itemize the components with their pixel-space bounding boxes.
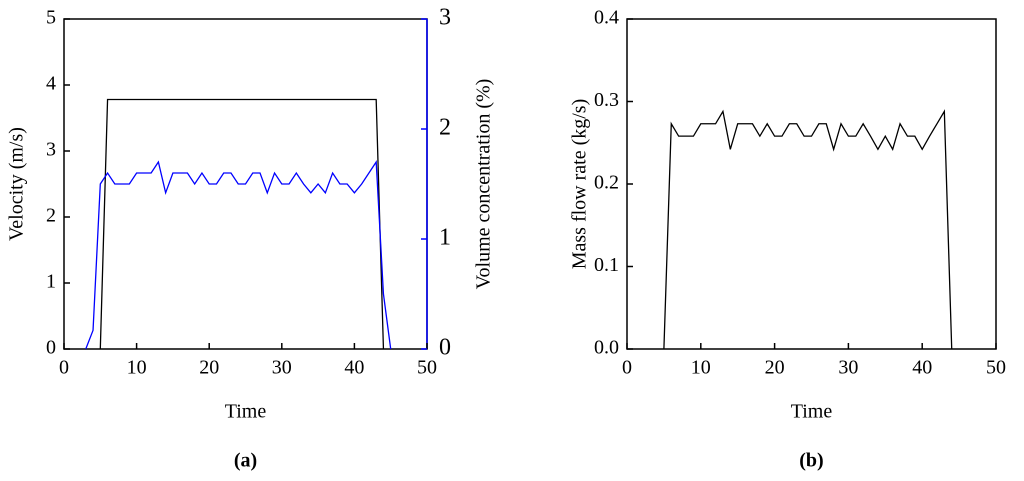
- y-tick-label: 0.2: [594, 172, 619, 194]
- x-tick-label: 40: [344, 357, 364, 379]
- y-tick-label: 0.0: [594, 337, 619, 359]
- y2-tick-label: 2: [439, 115, 451, 141]
- x-tick-label: 50: [986, 357, 1006, 379]
- x-tick-label: 0: [59, 357, 69, 379]
- x-tick-label: 20: [765, 357, 785, 379]
- x-tick-label: 10: [691, 357, 711, 379]
- data-line: [99, 98, 385, 350]
- y-tick-label: 2: [46, 205, 56, 227]
- y2-tick-label: 3: [439, 5, 451, 31]
- data-line: [85, 160, 392, 350]
- y-axis-title: Velocity (m/s): [6, 127, 28, 241]
- y2-tick-label: 0: [439, 335, 451, 361]
- y-tick-label: 0.3: [594, 89, 619, 111]
- y-tick-label: 0.1: [594, 254, 619, 276]
- y-tick-label: 0.4: [594, 7, 619, 29]
- y-tick-label: 5: [46, 7, 56, 29]
- x-tick-label: 30: [838, 357, 858, 379]
- x-tick-label: 50: [417, 357, 437, 379]
- y-tick-label: 0: [46, 337, 56, 359]
- x-tick-label: 10: [127, 357, 147, 379]
- x-tick-label: 0: [622, 357, 632, 379]
- caption: (b): [799, 450, 823, 472]
- y2-axis-title: Volume concentration (%): [473, 79, 495, 290]
- plot-frame: [626, 18, 997, 350]
- y2-tick-label: 1: [439, 225, 451, 251]
- caption: (a): [234, 450, 257, 472]
- y-tick-label: 4: [46, 73, 56, 95]
- y-tick-label: 3: [46, 139, 56, 161]
- x-tick-label: 40: [912, 357, 932, 379]
- x-tick-label: 30: [272, 357, 292, 379]
- data-line: [663, 109, 953, 350]
- y-tick-label: 1: [46, 271, 56, 293]
- x-tick-label: 20: [199, 357, 219, 379]
- x-axis-title: Time: [225, 401, 267, 423]
- x-axis-title: Time: [791, 401, 833, 423]
- y-axis-title: Mass flow rate (kg/s): [569, 99, 591, 270]
